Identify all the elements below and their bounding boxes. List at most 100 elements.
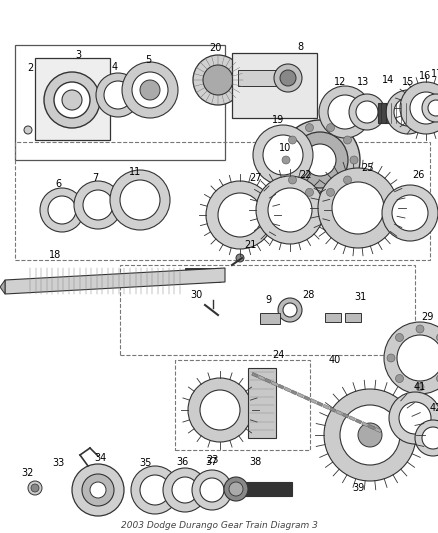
Circle shape — [358, 423, 382, 447]
Circle shape — [319, 86, 371, 138]
Circle shape — [324, 389, 416, 481]
Text: 8: 8 — [297, 42, 303, 52]
Circle shape — [90, 482, 106, 498]
Text: 5: 5 — [145, 55, 151, 65]
Circle shape — [131, 466, 179, 514]
Text: 13: 13 — [357, 77, 369, 87]
Circle shape — [48, 196, 76, 224]
Circle shape — [280, 120, 360, 200]
Circle shape — [172, 477, 198, 503]
Bar — [355, 419, 362, 424]
Circle shape — [292, 132, 348, 188]
Text: 10: 10 — [279, 143, 291, 153]
Circle shape — [392, 195, 428, 231]
Circle shape — [282, 156, 290, 164]
Text: 35: 35 — [139, 458, 151, 468]
Text: 25: 25 — [362, 163, 374, 173]
Bar — [15, 45, 225, 160]
Circle shape — [356, 101, 378, 123]
Text: 4: 4 — [112, 62, 118, 72]
Circle shape — [350, 156, 358, 164]
Text: 12: 12 — [334, 77, 346, 87]
Circle shape — [96, 73, 140, 117]
Text: 28: 28 — [302, 290, 314, 300]
Text: 7: 7 — [92, 173, 98, 183]
Circle shape — [437, 334, 438, 342]
Text: 42: 42 — [430, 403, 438, 413]
Text: 31: 31 — [354, 292, 366, 302]
Circle shape — [192, 470, 232, 510]
Circle shape — [31, 484, 39, 492]
Circle shape — [40, 188, 84, 232]
Circle shape — [188, 378, 252, 442]
Circle shape — [397, 335, 438, 381]
Text: 19: 19 — [272, 115, 284, 125]
Bar — [284, 387, 291, 392]
Bar — [325, 313, 341, 322]
Circle shape — [400, 82, 438, 134]
Circle shape — [328, 95, 362, 129]
Text: 20: 20 — [209, 43, 221, 53]
Text: 18: 18 — [49, 250, 61, 260]
Text: 24: 24 — [272, 350, 284, 360]
Bar — [232, 482, 292, 496]
Circle shape — [24, 126, 32, 134]
Bar — [329, 407, 336, 413]
Bar — [185, 268, 220, 282]
Circle shape — [253, 125, 313, 185]
Bar — [271, 381, 278, 386]
Circle shape — [416, 325, 424, 333]
Circle shape — [122, 62, 178, 118]
Bar — [304, 395, 310, 401]
Circle shape — [218, 193, 262, 237]
Circle shape — [82, 474, 114, 506]
Text: 17: 17 — [431, 69, 438, 79]
Text: 27: 27 — [249, 173, 261, 183]
Circle shape — [120, 180, 160, 220]
Text: 26: 26 — [412, 170, 424, 180]
Circle shape — [236, 254, 244, 262]
Text: 3: 3 — [75, 50, 81, 60]
Text: 23: 23 — [206, 455, 218, 465]
Bar — [336, 410, 343, 415]
Circle shape — [44, 72, 100, 128]
Bar — [362, 422, 368, 427]
Circle shape — [163, 468, 207, 512]
Polygon shape — [0, 280, 5, 294]
Bar — [258, 375, 265, 381]
Circle shape — [428, 100, 438, 116]
Circle shape — [280, 70, 296, 86]
Circle shape — [278, 298, 302, 322]
Circle shape — [326, 188, 335, 196]
Circle shape — [206, 181, 274, 249]
Bar — [248, 368, 276, 438]
Text: 30: 30 — [190, 290, 202, 300]
Circle shape — [305, 124, 314, 132]
Circle shape — [396, 334, 403, 342]
Circle shape — [72, 464, 124, 516]
Bar — [374, 427, 381, 433]
Bar — [260, 313, 280, 324]
Circle shape — [389, 392, 438, 444]
Text: 40: 40 — [329, 355, 341, 365]
Circle shape — [203, 65, 233, 95]
Circle shape — [200, 390, 240, 430]
Circle shape — [318, 168, 398, 248]
Text: 32: 32 — [21, 468, 33, 478]
Circle shape — [104, 81, 132, 109]
Circle shape — [386, 90, 430, 134]
Circle shape — [200, 478, 224, 502]
Circle shape — [28, 481, 42, 495]
Circle shape — [349, 94, 385, 130]
Circle shape — [74, 181, 122, 229]
Bar — [35, 58, 110, 140]
Circle shape — [110, 170, 170, 230]
Circle shape — [289, 176, 297, 184]
Text: 36: 36 — [176, 457, 188, 467]
Circle shape — [256, 176, 324, 244]
Bar — [349, 416, 356, 421]
Circle shape — [140, 475, 170, 505]
Polygon shape — [5, 268, 225, 294]
Text: 15: 15 — [402, 77, 414, 87]
Bar — [265, 378, 271, 383]
